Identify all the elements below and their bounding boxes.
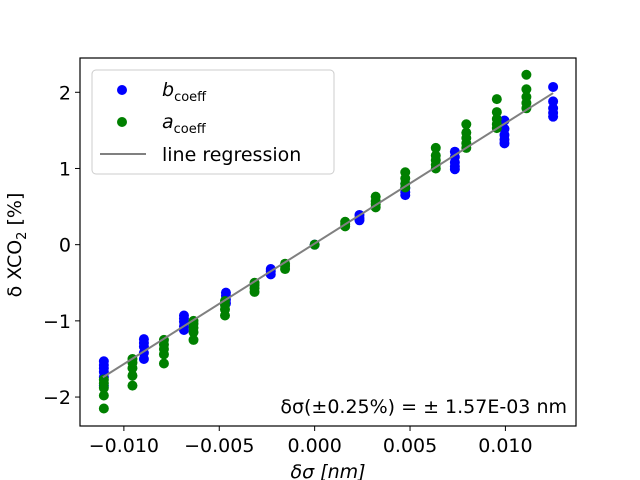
chart-annotation: δσ(±0.25%) = ± 1.57E-03 nm — [280, 396, 567, 418]
a-coeff-point — [249, 286, 260, 297]
a-coeff-point — [521, 84, 532, 95]
a-coeff-point — [430, 150, 441, 161]
b-coeff-point — [138, 353, 149, 364]
b-coeff-point — [548, 96, 559, 107]
legend-label-a: acoeff — [162, 111, 207, 137]
plot-frame — [79, 57, 577, 427]
a-coeff-point — [521, 91, 532, 102]
y-axis-label: δ XCO2 [%] — [4, 193, 30, 298]
a-coeff-point — [491, 107, 502, 118]
a-coeff-point — [127, 370, 138, 381]
a-coeff-point — [430, 142, 441, 153]
y-tick-label: 2 — [59, 82, 71, 104]
a-coeff-point — [98, 403, 109, 414]
y-axis-label-prefix: δ XCO — [4, 240, 26, 298]
y-axis-label-suffix: [%] — [4, 193, 26, 232]
a-coeff-point — [280, 264, 291, 275]
x-axis-label: δσ [nm] — [290, 461, 365, 480]
legend-box — [91, 69, 335, 175]
a-coeff-point — [127, 380, 138, 391]
a-coeff-point — [340, 216, 351, 227]
x-tick-label: 0.000 — [287, 435, 341, 457]
a-coeff-point — [461, 119, 472, 130]
a-coeff-point — [219, 310, 230, 321]
legend-label-b: bcoeff — [162, 79, 207, 105]
legend: bcoeff acoeff line regression — [91, 69, 335, 175]
x-tick-label: −0.005 — [184, 435, 254, 457]
a-coeff-point — [521, 69, 532, 80]
b-coeff-point — [548, 103, 559, 114]
a-coeff-point — [98, 382, 109, 393]
y-tick-label: −2 — [43, 387, 71, 409]
x-axis-ticks: −0.010 −0.005 0.000 0.005 0.010 — [89, 426, 533, 457]
legend-marker-b — [117, 85, 127, 95]
a-coeff-point — [461, 127, 472, 138]
a-coeff-point — [158, 349, 169, 360]
a-coeff-point — [98, 390, 109, 401]
a-coeff-point — [188, 327, 199, 338]
y-tick-label: −1 — [43, 311, 71, 333]
y-axis-ticks: −2 −1 0 1 2 — [43, 82, 80, 409]
a-coeff-point — [491, 113, 502, 124]
a-coeff-point — [491, 94, 502, 105]
x-tick-label: −0.010 — [89, 435, 159, 457]
regression-line — [102, 92, 554, 379]
y-tick-label: 0 — [59, 235, 71, 257]
a-coeff-point — [370, 191, 381, 202]
legend-label-regression: line regression — [162, 144, 301, 166]
y-tick-label: 1 — [59, 158, 71, 180]
a-coeff-point — [188, 334, 199, 345]
x-tick-label: 0.005 — [383, 435, 437, 457]
a-coeff-point — [158, 358, 169, 369]
legend-marker-a — [117, 117, 127, 127]
a-coeff-point — [400, 167, 411, 178]
a-coeff-point — [127, 363, 138, 374]
x-tick-label: 0.010 — [478, 435, 532, 457]
plot-marks — [98, 69, 559, 414]
y-axis-label-subscript: 2 — [15, 232, 30, 240]
b-coeff-point — [548, 81, 559, 92]
